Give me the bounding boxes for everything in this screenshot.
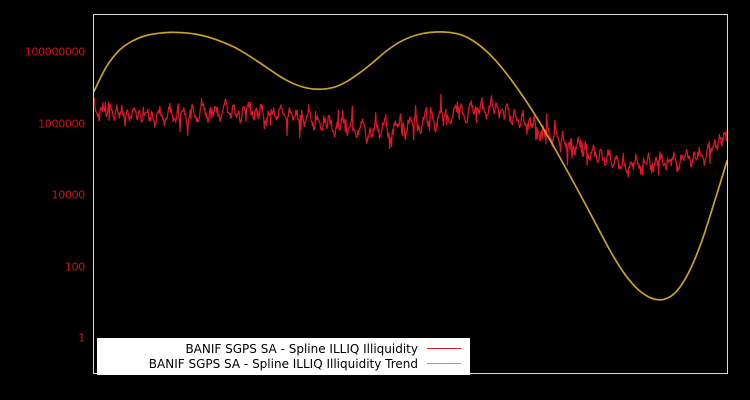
chart-plot-svg (94, 31, 727, 301)
y-axis-tick-label: 100 (64, 260, 85, 273)
legend-entry-illiquidity[interactable]: BANIF SGPS SA - Spline ILLIQ Illiquidity (104, 341, 463, 356)
y-axis-tick-label: 1 (78, 331, 85, 345)
series-line-illiquidity-trend (94, 31, 727, 301)
legend-swatch-illiquidity-trend (427, 363, 461, 364)
chart-legend[interactable]: BANIF SGPS SA - Spline ILLIQ Illiquidity… (97, 338, 470, 375)
series-group (94, 31, 727, 301)
y-axis-tick-label: 1000000 (38, 117, 85, 130)
legend-swatch-illiquidity (427, 348, 461, 349)
legend-label-illiquidity-trend: BANIF SGPS SA - Spline ILLIQ Illiquidity… (148, 356, 418, 371)
y-axis: 100000000 1000000 10000 100 1 (0, 0, 93, 400)
legend-label-illiquidity: BANIF SGPS SA - Spline ILLIQ Illiquidity (185, 341, 418, 356)
series-line-illiquidity (94, 93, 727, 178)
y-axis-tick-label: 100000000 (24, 45, 86, 59)
plot-area (93, 14, 728, 374)
legend-entry-illiquidity-trend[interactable]: BANIF SGPS SA - Spline ILLIQ Illiquidity… (104, 356, 463, 371)
y-axis-tick-label: 10000 (51, 188, 86, 202)
